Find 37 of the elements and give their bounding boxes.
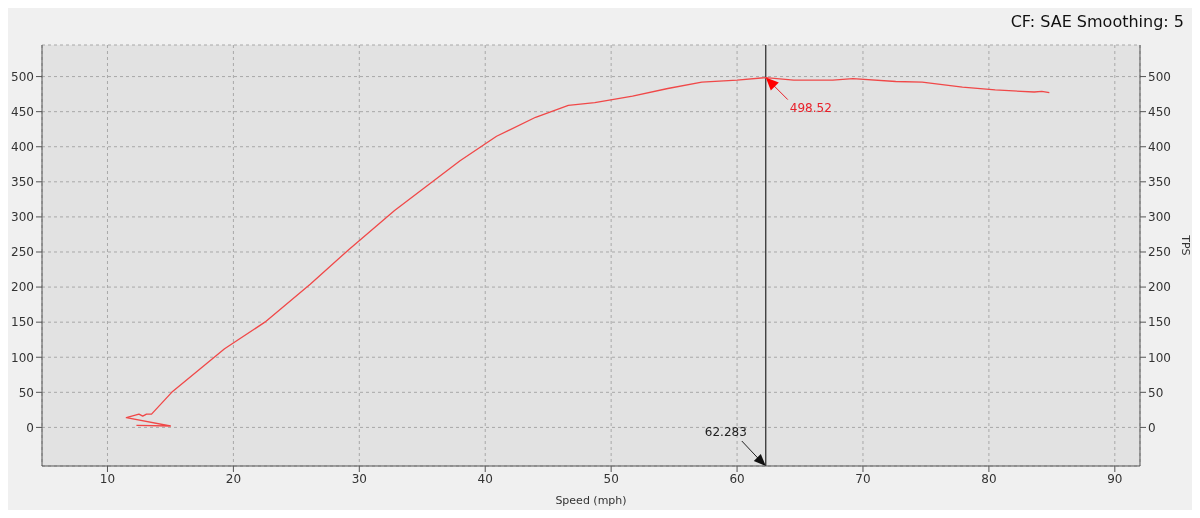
y2-tick-label: 350 <box>1148 175 1171 190</box>
y2-tick-label: 450 <box>1148 104 1171 119</box>
y-tick-label: 350 <box>11 175 34 190</box>
y2-tick-label: 500 <box>1148 69 1171 84</box>
y-tick-label: 200 <box>11 280 34 295</box>
line-series <box>125 76 1050 427</box>
y2-tick-label: 400 <box>1148 140 1171 154</box>
x-tick-label: 10 <box>99 471 116 486</box>
y2-tick-label: 300 <box>1148 210 1171 225</box>
y2-tick-label: 50 <box>1148 385 1164 400</box>
x-tick-label: 50 <box>603 471 619 486</box>
y-tick-label: 250 <box>11 245 34 260</box>
y-tick-label: 400 <box>11 140 34 154</box>
annotation: 498.52 <box>789 100 832 115</box>
y2-tick-label: 200 <box>1148 280 1171 295</box>
x-tick-label: 20 <box>225 471 242 486</box>
x-axis-title: Speed (mph) <box>555 494 627 507</box>
y-tick-label: 50 <box>18 385 34 400</box>
y2-tick-label: 0 <box>1148 420 1156 435</box>
text: CF: SAE Smoothing: 5 <box>1010 12 1184 31</box>
y2-tick-label: 100 <box>1148 350 1171 365</box>
y-tick-label: 150 <box>11 315 34 330</box>
y-tick-label: 100 <box>11 350 34 365</box>
y2-tick-label: 150 <box>1148 315 1171 330</box>
y2-tick-label: 250 <box>1148 245 1171 260</box>
ref-line-label: 62.283 <box>704 425 747 439</box>
x-tick-label: 40 <box>477 471 493 486</box>
y-tick-label: 300 <box>11 210 34 225</box>
x-tick-label: 90 <box>1107 471 1123 486</box>
y-tick-label: 500 <box>11 69 34 84</box>
y-tick-label: 0 <box>26 420 34 435</box>
x-tick-label: 80 <box>981 471 997 486</box>
x-tick-label: 70 <box>855 471 871 486</box>
y-tick-label: 450 <box>11 104 34 119</box>
x-tick-label: 60 <box>729 471 745 486</box>
y2-axis-title: TPS <box>1179 234 1193 256</box>
x-tick-label: 30 <box>351 471 367 486</box>
